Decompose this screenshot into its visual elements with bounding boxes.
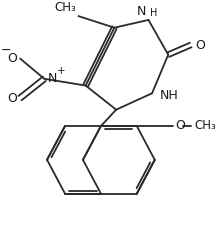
Text: CH₃: CH₃ <box>54 1 76 14</box>
Text: NH: NH <box>159 89 178 102</box>
Text: +: + <box>57 66 66 76</box>
Text: O: O <box>175 118 185 132</box>
Text: CH₃: CH₃ <box>194 118 216 132</box>
Text: N: N <box>136 5 146 18</box>
Text: O: O <box>8 91 17 105</box>
Text: N: N <box>48 72 57 85</box>
Text: −: − <box>1 44 11 57</box>
Text: H: H <box>150 8 158 18</box>
Text: O: O <box>195 39 205 51</box>
Text: O: O <box>8 52 17 65</box>
